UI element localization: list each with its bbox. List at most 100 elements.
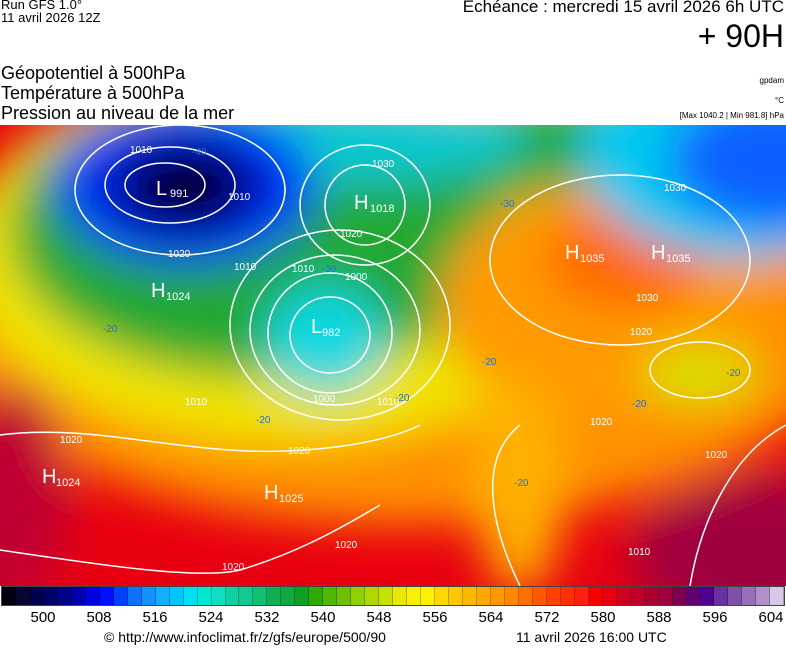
colorbar-swatch xyxy=(504,587,519,605)
colorbar-swatch xyxy=(57,587,72,605)
unit-celsius: °C xyxy=(775,96,784,105)
isobar-label: 1020 xyxy=(340,229,363,240)
colorbar-swatch xyxy=(602,587,617,605)
colorbar-swatch xyxy=(15,587,30,605)
temperature-label: -20 xyxy=(632,399,647,410)
colorbar-swatch xyxy=(225,587,240,605)
temperature-label: -30 xyxy=(500,199,515,210)
low-center: L 991 xyxy=(156,178,188,200)
colorbar-swatch xyxy=(281,587,296,605)
isobar-label: 1010 xyxy=(185,397,208,408)
isobar-label: 1000 xyxy=(313,394,336,405)
colorbar-tick-label: 508 xyxy=(86,609,112,626)
colorbar-swatch xyxy=(532,587,547,605)
colorbar-swatch xyxy=(644,587,659,605)
colorbar-swatch xyxy=(337,587,352,605)
colorbar-swatch xyxy=(351,587,366,605)
source-url[interactable]: © http://www.infoclimat.fr/z/gfs/europe/… xyxy=(104,629,386,645)
isobar-label: 1030 xyxy=(372,159,395,170)
isobar-label: 1020 xyxy=(168,249,191,260)
isobars xyxy=(0,125,786,586)
temperature-label: -20 xyxy=(256,415,271,426)
high-center: H 1035 xyxy=(565,242,604,265)
colorbar-tick-label: 556 xyxy=(422,609,448,626)
svg-text:982: 982 xyxy=(322,327,340,339)
svg-text:H: H xyxy=(151,280,165,302)
colorbar-swatch xyxy=(490,587,505,605)
pressure-centers: L 991 H 1018 H 1024 L 982 H 1035 H 1035 H 1024 … xyxy=(42,178,690,505)
svg-text:1035: 1035 xyxy=(666,253,690,265)
colorbar-swatch xyxy=(295,587,310,605)
svg-text:H: H xyxy=(651,242,665,264)
colorbar xyxy=(1,586,785,606)
generated-timestamp: 11 avril 2026 16:00 UTC xyxy=(516,629,667,645)
colorbar-tick-label: 564 xyxy=(478,609,504,626)
isobar-labels: 1010 1010 1020 1010 1020 1030 1010 1000 … xyxy=(60,145,728,573)
title-temperature: Température à 500hPa xyxy=(1,83,185,103)
colorbar-swatch xyxy=(435,587,449,605)
run-model-label: Run GFS 1.0° xyxy=(1,0,83,12)
svg-text:1035: 1035 xyxy=(580,253,604,265)
svg-text:1024: 1024 xyxy=(56,477,80,489)
colorbar-swatch xyxy=(197,587,212,605)
colorbar-swatch xyxy=(43,587,58,605)
colorbar-tick-label: 580 xyxy=(590,609,616,626)
colorbar-swatch xyxy=(518,587,533,605)
low-center: L 982 xyxy=(311,316,340,339)
colorbar-swatch xyxy=(2,587,16,605)
colorbar-swatch xyxy=(211,587,226,605)
svg-text:1024: 1024 xyxy=(166,291,190,303)
colorbar-swatch xyxy=(462,587,477,605)
colorbar-swatch xyxy=(630,587,645,605)
isobar-label: 1020 xyxy=(60,435,83,446)
high-center: H 1024 xyxy=(42,466,80,489)
high-center: H 1024 xyxy=(151,280,190,303)
colorbar-swatch xyxy=(588,587,603,605)
colorbar-swatch xyxy=(407,587,422,605)
temperature-label: -20 xyxy=(482,357,497,368)
svg-text:H: H xyxy=(354,192,368,214)
colorbar-tick-label: 604 xyxy=(758,609,784,626)
colorbar-tick-label: 596 xyxy=(702,609,728,626)
colorbar-swatch xyxy=(267,587,282,605)
colorbar-swatch xyxy=(770,587,785,605)
colorbar-swatch xyxy=(393,587,408,605)
colorbar-swatch xyxy=(658,587,673,605)
isobar-label: 1000 xyxy=(345,272,368,283)
temperature-label: -20 xyxy=(103,324,118,335)
isobar-label: 1030 xyxy=(636,293,659,304)
isobar-label: 1020 xyxy=(288,446,311,457)
temperature-label: -30 xyxy=(322,264,337,275)
colorbar-tick-label: 532 xyxy=(254,609,280,626)
weather-map: 1010 1010 1020 1010 1020 1030 1010 1000 … xyxy=(0,125,786,586)
temperature-labels: -40 -30 -20 -20 -30 -30 -20 -20 -20 -20 … xyxy=(103,147,741,489)
colorbar-swatch xyxy=(85,587,100,605)
colorbar-swatch xyxy=(449,587,463,605)
colorbar-swatch xyxy=(127,587,142,605)
colorbar-swatch xyxy=(574,587,589,605)
title-pressure: Pression au niveau de la mer xyxy=(1,103,235,123)
temperature-label: -30 xyxy=(110,245,125,256)
colorbar-swatch xyxy=(309,587,324,605)
colorbar-tick-label: 516 xyxy=(142,609,168,626)
isobar-label: 1020 xyxy=(590,417,613,428)
svg-text:991: 991 xyxy=(170,188,188,200)
svg-text:1018: 1018 xyxy=(370,203,394,215)
colorbar-swatch xyxy=(169,587,184,605)
colorbar-swatch xyxy=(742,587,757,605)
colorbar-tick-label: 524 xyxy=(198,609,224,626)
svg-text:H: H xyxy=(264,482,278,504)
colorbar-swatch xyxy=(476,587,491,605)
colorbar-swatch xyxy=(99,587,114,605)
colorbar-swatch xyxy=(686,587,701,605)
colorbar-swatch xyxy=(756,587,771,605)
colorbar-swatch xyxy=(323,587,338,605)
svg-text:1025: 1025 xyxy=(279,493,303,505)
isobar-label: 1010 xyxy=(130,145,153,156)
title-geopotential: Géopotentiel à 500hPa xyxy=(1,63,186,83)
svg-text:L: L xyxy=(311,316,322,338)
isobar-label: 1010 xyxy=(234,262,257,273)
unit-gpdam: gpdam xyxy=(759,76,784,85)
run-date: 11 avril 2026 12Z xyxy=(1,10,101,25)
temperature-label: -40 xyxy=(192,147,207,158)
